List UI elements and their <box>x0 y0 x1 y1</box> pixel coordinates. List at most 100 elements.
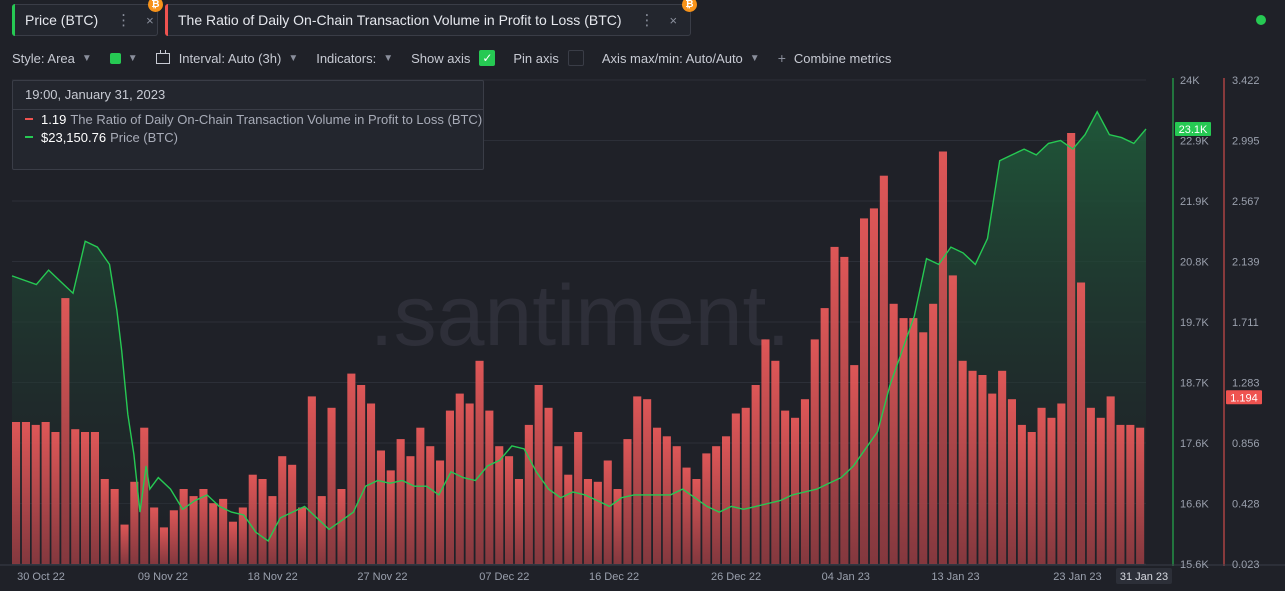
more-options-icon[interactable]: ⋮ <box>116 12 131 29</box>
ratio-bar <box>988 393 997 564</box>
close-icon[interactable]: × <box>669 12 678 28</box>
tab-label: Price (BTC) <box>25 12 99 28</box>
x-tick-label: 26 Dec 22 <box>711 571 761 583</box>
close-icon[interactable]: × <box>146 12 154 28</box>
checkbox[interactable] <box>567 50 584 66</box>
ratio-bar <box>544 407 553 564</box>
tooltip-series-name: The Ratio of Daily On-Chain Transaction … <box>70 111 483 127</box>
ratio-bar <box>958 360 967 564</box>
ratio-bar <box>672 446 681 564</box>
ratio-bar <box>554 446 563 564</box>
color-dropdown[interactable]: ▼ <box>109 52 138 64</box>
ratio-bar <box>238 507 247 564</box>
x-tick-label: 27 Nov 22 <box>357 571 407 583</box>
ratio-bar <box>337 489 346 564</box>
price-axis-tick-label: 17.6K <box>1180 438 1209 450</box>
ratio-bar <box>978 375 987 564</box>
ratio-bar <box>998 370 1007 564</box>
pin-axis-label: Pin axis <box>513 50 559 66</box>
ratio-axis-tick-label: 0.023 <box>1232 559 1260 571</box>
tooltip-value: 1.19 <box>41 111 67 127</box>
plus-icon: + <box>777 50 786 66</box>
ratio-bar <box>386 470 395 564</box>
ratio-bar <box>1086 407 1095 564</box>
ratio-axis-tick-label: 0.428 <box>1232 499 1260 511</box>
ratio-bar <box>524 424 533 564</box>
x-tick-label: 13 Jan 23 <box>931 571 979 583</box>
interval-dropdown[interactable]: Interval: Auto (3h) ▼ <box>155 49 298 66</box>
tab-ratio[interactable]: The Ratio of Daily On-Chain Transaction … <box>165 0 697 36</box>
ratio-bar <box>643 399 652 564</box>
combine-metrics-button[interactable]: + Combine metrics <box>778 50 892 66</box>
bitcoin-icon: ₿ <box>148 0 163 12</box>
ratio-axis-tick-label: 2.139 <box>1232 257 1260 269</box>
price-axis-tick-label: 19.7K <box>1180 317 1209 329</box>
indicators-label: Indicators: <box>316 50 377 66</box>
style-dropdown[interactable]: Style: Area ▼ <box>12 51 92 66</box>
ratio-bar <box>21 422 30 564</box>
chevron-down-icon: ▼ <box>127 52 138 64</box>
legend-mark-ratio <box>25 118 33 120</box>
ratio-bar <box>1106 396 1115 564</box>
ratio-bar <box>771 360 780 564</box>
ratio-bar <box>475 360 484 564</box>
ratio-bar <box>564 474 573 564</box>
ratio-bar <box>41 422 50 564</box>
ratio-bar <box>258 479 267 564</box>
indicators-dropdown[interactable]: Indicators: ▼ <box>316 51 393 66</box>
x-tick-label: 04 Jan 23 <box>822 571 870 583</box>
tooltip-row-price: $23,150.76 Price (BTC) <box>13 128 483 146</box>
tab-label: The Ratio of Daily On-Chain Transaction … <box>178 12 622 28</box>
ratio-bar <box>31 424 40 564</box>
check-icon[interactable]: ✓ <box>479 50 496 66</box>
ratio-bar <box>791 417 800 564</box>
status-dot <box>1256 15 1266 25</box>
ratio-bar <box>1037 407 1046 564</box>
ratio-bar <box>1017 424 1026 564</box>
tooltip-value: $23,150.76 <box>41 129 107 145</box>
ratio-bar <box>130 481 139 564</box>
ratio-axis-tick-label: 3.422 <box>1232 75 1260 87</box>
ratio-bar <box>219 498 228 564</box>
calendar-icon <box>155 49 170 64</box>
ratio-bar <box>228 521 237 564</box>
show-axis-toggle[interactable]: Show axis ✓ <box>411 50 496 66</box>
tab-price[interactable]: Price (BTC) ⋮ × ₿ <box>12 0 163 36</box>
ratio-bar <box>613 489 622 564</box>
tooltip-date: 19:00, January 31, 2023 <box>13 81 483 110</box>
ratio-bar <box>938 151 947 564</box>
legend-mark-price <box>25 136 33 138</box>
ratio-axis-tick-label: 1.711 <box>1232 317 1259 329</box>
ratio-bar <box>209 503 218 564</box>
ratio-bar <box>347 373 356 564</box>
ratio-bar <box>150 507 159 564</box>
ratio-bar <box>731 413 740 564</box>
ratio-bar <box>505 456 514 564</box>
axis-maxmin-dropdown[interactable]: Axis max/min: Auto/Auto ▼ <box>602 51 760 66</box>
ratio-bar <box>298 507 307 564</box>
ratio-bar <box>1007 399 1016 564</box>
ratio-bar <box>278 456 287 564</box>
x-tick-label: 16 Dec 22 <box>589 571 639 583</box>
ratio-bar <box>840 256 849 564</box>
ratio-bar <box>889 303 898 564</box>
style-label: Style: Area <box>12 50 75 66</box>
chevron-down-icon: ▼ <box>81 52 92 64</box>
pin-axis-toggle[interactable]: Pin axis <box>513 50 584 66</box>
ratio-bar <box>268 496 277 564</box>
chart-tooltip: 19:00, January 31, 2023 1.19 The Ratio o… <box>12 80 484 170</box>
more-options-icon[interactable]: ⋮ <box>639 12 655 29</box>
ratio-bar <box>495 446 504 564</box>
ratio-bar <box>307 396 316 564</box>
ratio-bar <box>603 460 612 564</box>
x-tick-label: 07 Dec 22 <box>479 571 529 583</box>
ratio-bar <box>485 410 494 564</box>
ratio-bar <box>455 393 464 564</box>
ratio-bar <box>189 496 198 564</box>
ratio-bar <box>574 432 583 564</box>
ratio-bar <box>919 332 928 564</box>
x-tick-label: 18 Nov 22 <box>248 571 298 583</box>
tooltip-row-ratio: 1.19 The Ratio of Daily On-Chain Transac… <box>13 110 483 128</box>
ratio-bar <box>159 527 168 564</box>
